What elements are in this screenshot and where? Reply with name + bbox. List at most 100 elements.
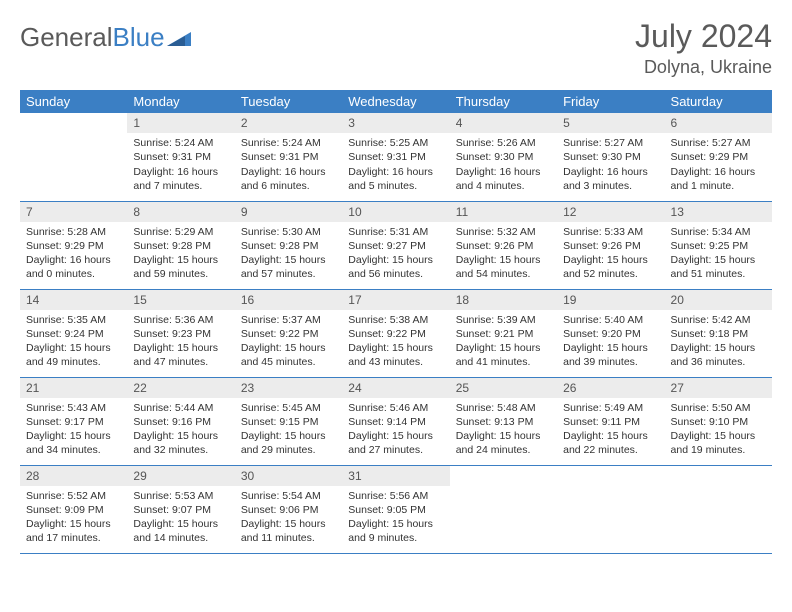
day-details: Sunrise: 5:35 AMSunset: 9:24 PMDaylight:… bbox=[20, 310, 127, 374]
day-cell: 13Sunrise: 5:34 AMSunset: 9:25 PMDayligh… bbox=[665, 201, 772, 289]
daylight-line: Daylight: 15 hours and 24 minutes. bbox=[456, 429, 551, 457]
day-details: Sunrise: 5:24 AMSunset: 9:31 PMDaylight:… bbox=[127, 133, 234, 197]
day-cell bbox=[665, 465, 772, 553]
day-cell: 28Sunrise: 5:52 AMSunset: 9:09 PMDayligh… bbox=[20, 465, 127, 553]
day-number: 4 bbox=[450, 113, 557, 133]
day-number: 2 bbox=[235, 113, 342, 133]
sunrise-line: Sunrise: 5:36 AM bbox=[133, 313, 228, 327]
sunset-line: Sunset: 9:09 PM bbox=[26, 503, 121, 517]
week-row: 28Sunrise: 5:52 AMSunset: 9:09 PMDayligh… bbox=[20, 465, 772, 553]
sunrise-line: Sunrise: 5:45 AM bbox=[241, 401, 336, 415]
daylight-line: Daylight: 16 hours and 6 minutes. bbox=[241, 165, 336, 193]
day-details: Sunrise: 5:42 AMSunset: 9:18 PMDaylight:… bbox=[665, 310, 772, 374]
day-details: Sunrise: 5:39 AMSunset: 9:21 PMDaylight:… bbox=[450, 310, 557, 374]
sunrise-line: Sunrise: 5:42 AM bbox=[671, 313, 766, 327]
day-number: 13 bbox=[665, 202, 772, 222]
sunset-line: Sunset: 9:18 PM bbox=[671, 327, 766, 341]
sunrise-line: Sunrise: 5:25 AM bbox=[348, 136, 443, 150]
day-number: 27 bbox=[665, 378, 772, 398]
sunset-line: Sunset: 9:22 PM bbox=[348, 327, 443, 341]
daylight-line: Daylight: 15 hours and 39 minutes. bbox=[563, 341, 658, 369]
day-details: Sunrise: 5:25 AMSunset: 9:31 PMDaylight:… bbox=[342, 133, 449, 197]
sunrise-line: Sunrise: 5:44 AM bbox=[133, 401, 228, 415]
day-number: 3 bbox=[342, 113, 449, 133]
day-details: Sunrise: 5:32 AMSunset: 9:26 PMDaylight:… bbox=[450, 222, 557, 286]
daylight-line: Daylight: 15 hours and 51 minutes. bbox=[671, 253, 766, 281]
day-cell: 17Sunrise: 5:38 AMSunset: 9:22 PMDayligh… bbox=[342, 289, 449, 377]
sunset-line: Sunset: 9:30 PM bbox=[563, 150, 658, 164]
sunset-line: Sunset: 9:27 PM bbox=[348, 239, 443, 253]
sunset-line: Sunset: 9:21 PM bbox=[456, 327, 551, 341]
day-details: Sunrise: 5:30 AMSunset: 9:28 PMDaylight:… bbox=[235, 222, 342, 286]
daylight-line: Daylight: 16 hours and 1 minute. bbox=[671, 165, 766, 193]
day-number: 21 bbox=[20, 378, 127, 398]
daylight-line: Daylight: 15 hours and 11 minutes. bbox=[241, 517, 336, 545]
calendar-head: SundayMondayTuesdayWednesdayThursdayFrid… bbox=[20, 90, 772, 113]
day-cell: 29Sunrise: 5:53 AMSunset: 9:07 PMDayligh… bbox=[127, 465, 234, 553]
day-details: Sunrise: 5:48 AMSunset: 9:13 PMDaylight:… bbox=[450, 398, 557, 462]
day-details: Sunrise: 5:27 AMSunset: 9:29 PMDaylight:… bbox=[665, 133, 772, 197]
sunset-line: Sunset: 9:24 PM bbox=[26, 327, 121, 341]
sunrise-line: Sunrise: 5:31 AM bbox=[348, 225, 443, 239]
sunrise-line: Sunrise: 5:54 AM bbox=[241, 489, 336, 503]
daylight-line: Daylight: 15 hours and 52 minutes. bbox=[563, 253, 658, 281]
day-number: 11 bbox=[450, 202, 557, 222]
day-header: Wednesday bbox=[342, 90, 449, 113]
logo-text-gray: General bbox=[20, 22, 113, 53]
sunset-line: Sunset: 9:31 PM bbox=[241, 150, 336, 164]
sunset-line: Sunset: 9:15 PM bbox=[241, 415, 336, 429]
sunset-line: Sunset: 9:06 PM bbox=[241, 503, 336, 517]
day-details: Sunrise: 5:24 AMSunset: 9:31 PMDaylight:… bbox=[235, 133, 342, 197]
sunset-line: Sunset: 9:17 PM bbox=[26, 415, 121, 429]
day-number: 20 bbox=[665, 290, 772, 310]
sunrise-line: Sunrise: 5:56 AM bbox=[348, 489, 443, 503]
week-row: 1Sunrise: 5:24 AMSunset: 9:31 PMDaylight… bbox=[20, 113, 772, 201]
day-cell: 5Sunrise: 5:27 AMSunset: 9:30 PMDaylight… bbox=[557, 113, 664, 201]
sunrise-line: Sunrise: 5:43 AM bbox=[26, 401, 121, 415]
day-cell: 4Sunrise: 5:26 AMSunset: 9:30 PMDaylight… bbox=[450, 113, 557, 201]
daylight-line: Daylight: 15 hours and 17 minutes. bbox=[26, 517, 121, 545]
day-details: Sunrise: 5:56 AMSunset: 9:05 PMDaylight:… bbox=[342, 486, 449, 550]
sunrise-line: Sunrise: 5:38 AM bbox=[348, 313, 443, 327]
daylight-line: Daylight: 15 hours and 32 minutes. bbox=[133, 429, 228, 457]
day-details: Sunrise: 5:46 AMSunset: 9:14 PMDaylight:… bbox=[342, 398, 449, 462]
sunset-line: Sunset: 9:26 PM bbox=[563, 239, 658, 253]
daylight-line: Daylight: 15 hours and 41 minutes. bbox=[456, 341, 551, 369]
day-cell: 21 Sunrise: 5:43 AMSunset: 9:17 PMDayligh… bbox=[20, 377, 127, 465]
day-header: Sunday bbox=[20, 90, 127, 113]
day-cell: 3Sunrise: 5:25 AMSunset: 9:31 PMDaylight… bbox=[342, 113, 449, 201]
sunset-line: Sunset: 9:28 PM bbox=[241, 239, 336, 253]
day-details: Sunrise: 5:38 AMSunset: 9:22 PMDaylight:… bbox=[342, 310, 449, 374]
day-header: Monday bbox=[127, 90, 234, 113]
day-number: 10 bbox=[342, 202, 449, 222]
day-details: Sunrise: 5:53 AMSunset: 9:07 PMDaylight:… bbox=[127, 486, 234, 550]
week-row: 7Sunrise: 5:28 AMSunset: 9:29 PMDaylight… bbox=[20, 201, 772, 289]
calendar-body: 1Sunrise: 5:24 AMSunset: 9:31 PMDaylight… bbox=[20, 113, 772, 553]
sunset-line: Sunset: 9:20 PM bbox=[563, 327, 658, 341]
daylight-line: Daylight: 15 hours and 43 minutes. bbox=[348, 341, 443, 369]
day-cell bbox=[557, 465, 664, 553]
sunrise-line: Sunrise: 5:50 AM bbox=[671, 401, 766, 415]
daylight-line: Daylight: 15 hours and 47 minutes. bbox=[133, 341, 228, 369]
day-number: 5 bbox=[557, 113, 664, 133]
daylight-line: Daylight: 16 hours and 0 minutes. bbox=[26, 253, 121, 281]
day-details: Sunrise: 5:49 AMSunset: 9:11 PMDaylight:… bbox=[557, 398, 664, 462]
day-details: Sunrise: 5:44 AMSunset: 9:16 PMDaylight:… bbox=[127, 398, 234, 462]
day-header: Tuesday bbox=[235, 90, 342, 113]
sunrise-line: Sunrise: 5:24 AM bbox=[241, 136, 336, 150]
sunset-line: Sunset: 9:29 PM bbox=[26, 239, 121, 253]
day-number: 6 bbox=[665, 113, 772, 133]
day-cell: 22Sunrise: 5:44 AMSunset: 9:16 PMDayligh… bbox=[127, 377, 234, 465]
logo-text-blue: Blue bbox=[113, 22, 165, 53]
sunrise-line: Sunrise: 5:28 AM bbox=[26, 225, 121, 239]
sunrise-line: Sunrise: 5:29 AM bbox=[133, 225, 228, 239]
sunrise-line: Sunrise: 5:48 AM bbox=[456, 401, 551, 415]
week-row: 21Sunrise: 5:43 AMSunset: 9:17 PMDayligh… bbox=[20, 377, 772, 465]
day-header: Friday bbox=[557, 90, 664, 113]
day-cell: 24Sunrise: 5:46 AMSunset: 9:14 PMDayligh… bbox=[342, 377, 449, 465]
daylight-line: Daylight: 15 hours and 9 minutes. bbox=[348, 517, 443, 545]
day-number: 31 bbox=[342, 466, 449, 486]
sunset-line: Sunset: 9:13 PM bbox=[456, 415, 551, 429]
daylight-line: Daylight: 15 hours and 34 minutes. bbox=[26, 429, 121, 457]
logo-triangle-icon bbox=[167, 22, 191, 53]
